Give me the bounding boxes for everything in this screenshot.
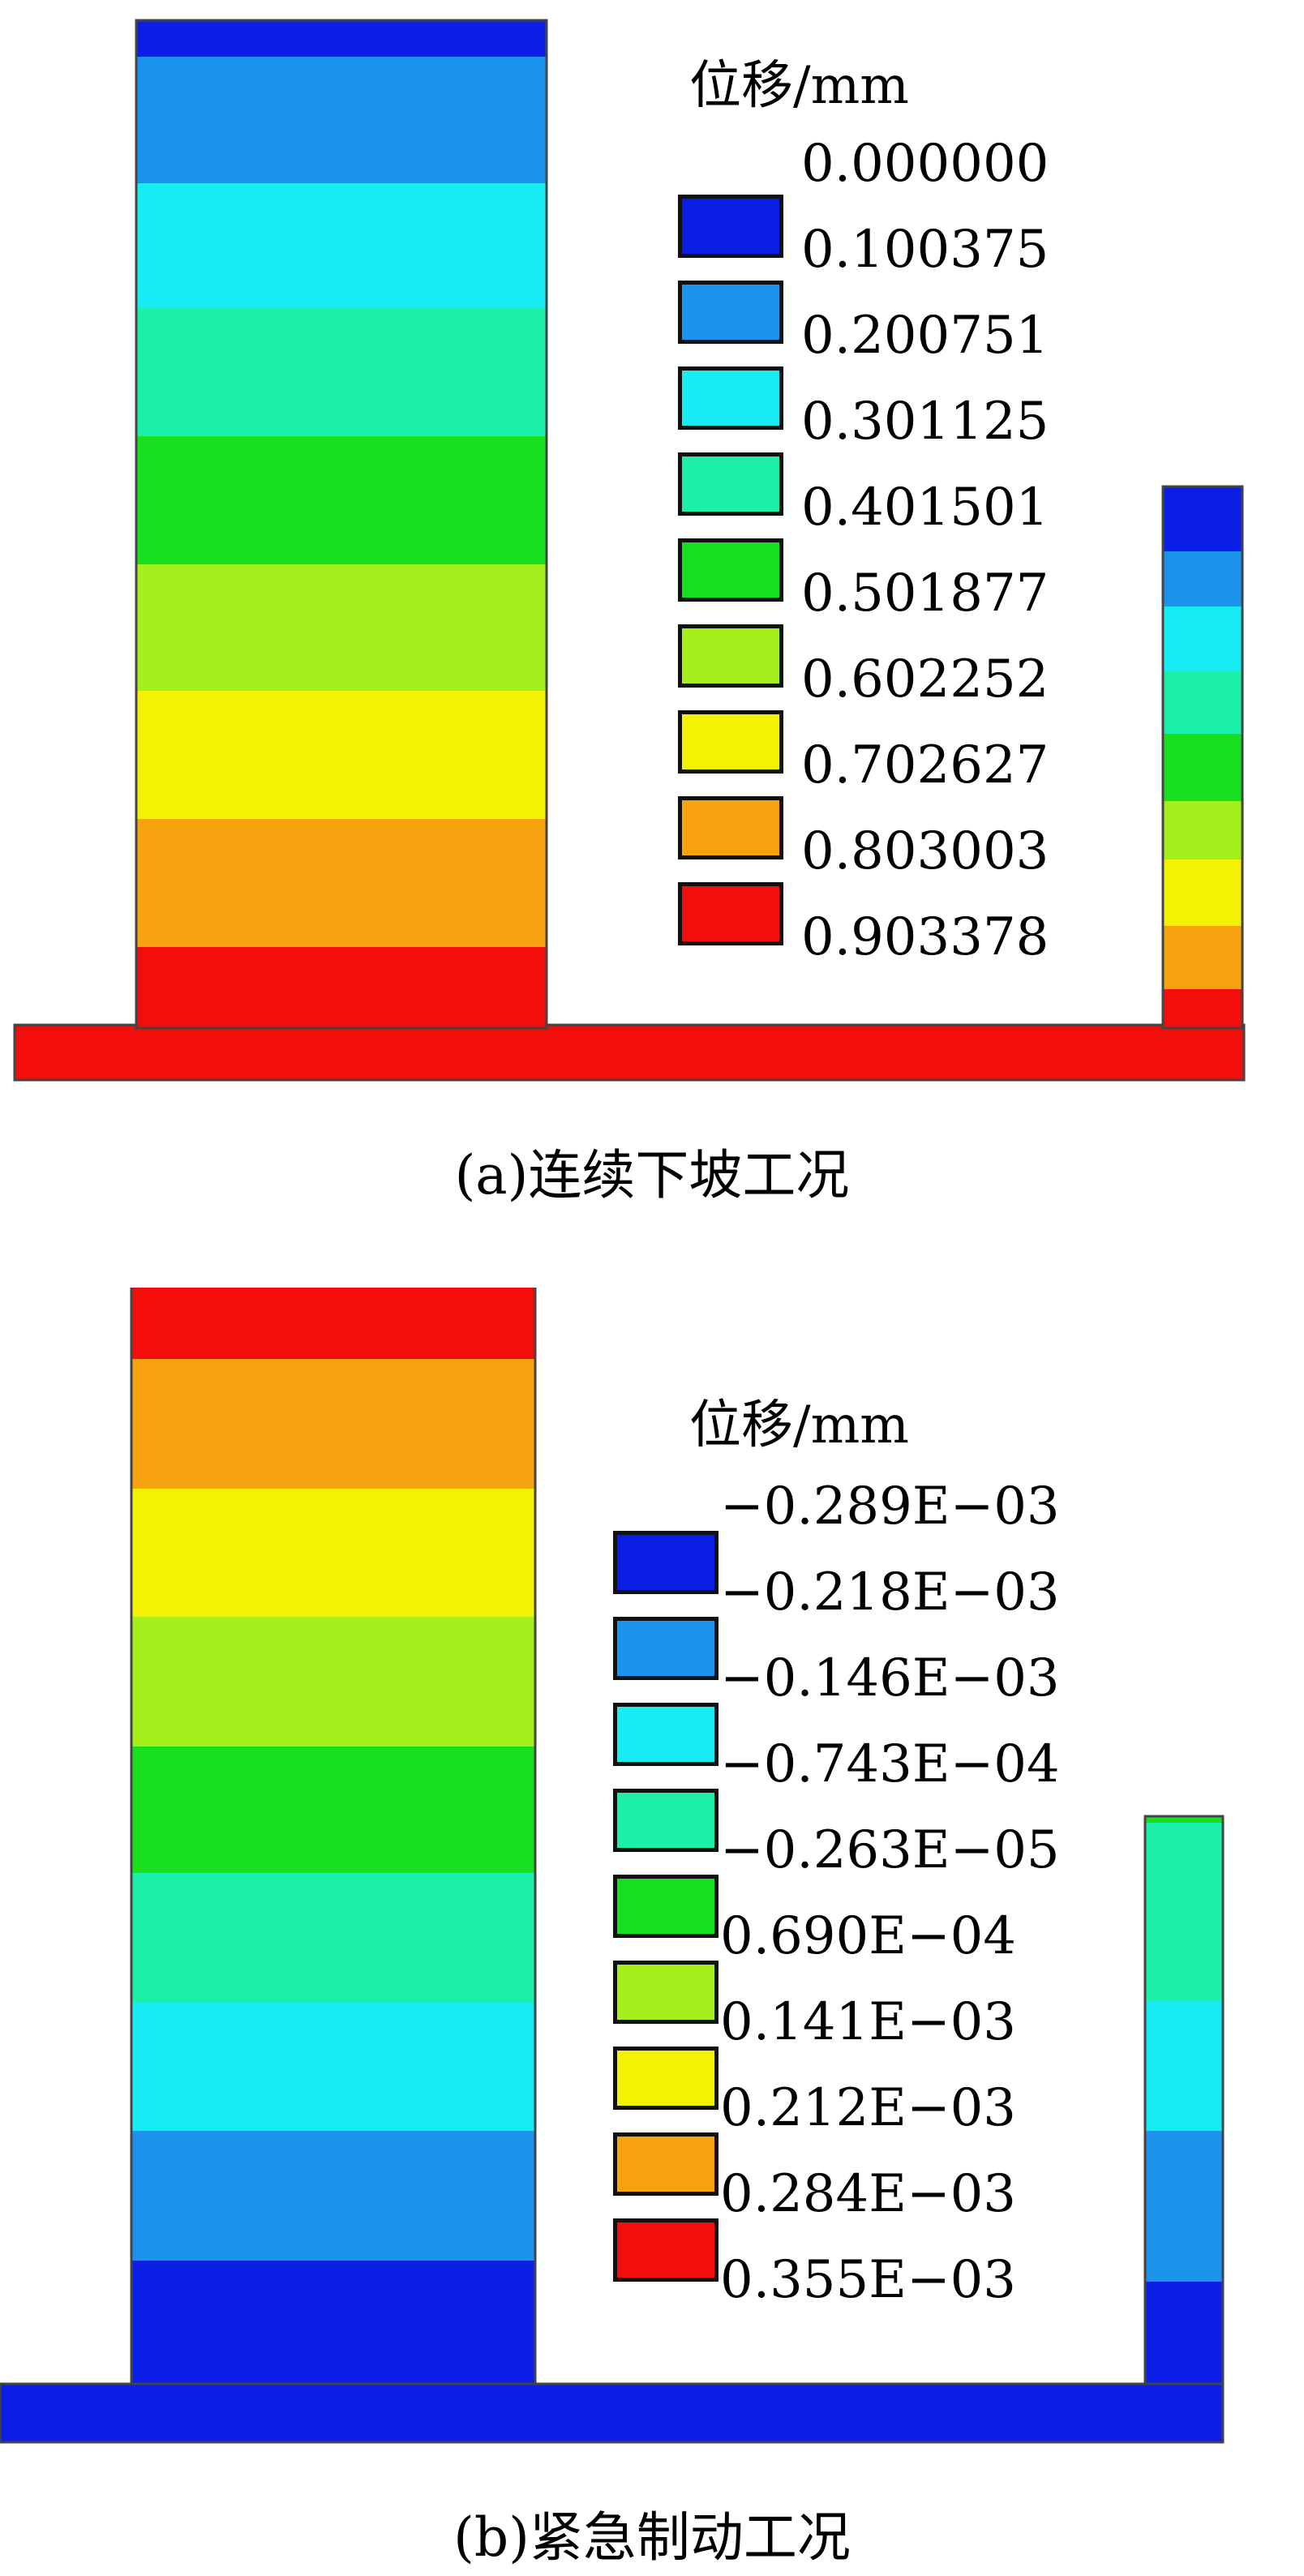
tall-block-a-band-8 (136, 819, 547, 947)
tall-block-b-band-7 (131, 2003, 535, 2131)
small-column-a-band-2 (1163, 551, 1242, 606)
small-column-a-band-5 (1163, 734, 1242, 801)
caption-a: (a)连续下坡工况 (454, 1144, 850, 1207)
legend-swatch (678, 195, 783, 258)
legend-title-a: 位移/mm (689, 44, 909, 118)
legend-value: 0.284E−03 (720, 2164, 1016, 2224)
small-column-outline-b (1143, 1815, 1225, 2385)
contour-plot-b (0, 1288, 1225, 2444)
legend-value: 0.301125 (801, 392, 1049, 452)
base-plate-a (15, 1025, 1244, 1080)
legend-value: −0.218E−03 (720, 1562, 1060, 1622)
small-column-a-band-4 (1163, 671, 1242, 734)
small-column-b-band-5 (1145, 2282, 1223, 2384)
legend-value: 0.200751 (801, 306, 1049, 366)
tall-block-b-band-9 (131, 2261, 535, 2384)
legend-swatch (678, 281, 783, 344)
tall-block-b-band-4 (131, 1617, 535, 1747)
legend-title-label-b: 位移 (689, 1395, 793, 1455)
legend-swatch (613, 1961, 718, 2024)
legend-value: 0.000000 (801, 134, 1049, 194)
tall-block-a-band-3 (136, 183, 547, 308)
legend-value: −0.146E−03 (720, 1648, 1060, 1708)
tall-block-a-band-6 (136, 564, 547, 691)
base-plate-outline-a (13, 1023, 1246, 1082)
tall-block-b-band-1 (131, 1288, 535, 1359)
legend-title-b: 位移/mm (689, 1383, 909, 1458)
tall-block-a-band-7 (136, 691, 547, 819)
legend-swatch (613, 2132, 718, 2196)
panel-b: 位移/mm −0.289E−03 −0.218E−03 −0.146E−03 −0.7… (0, 1288, 1304, 2575)
legend-value: 0.803003 (801, 821, 1049, 881)
legend-swatch (613, 2218, 718, 2282)
small-column-b-band-1 (1145, 1816, 1223, 1823)
small-column-a-band-1 (1163, 486, 1242, 551)
small-column-a-band-9 (1163, 989, 1242, 1028)
legend-value: 0.501877 (801, 564, 1049, 624)
tall-block-a-band-4 (136, 308, 547, 436)
legend-value: 0.903378 (801, 907, 1049, 967)
tall-block-b-band-8 (131, 2131, 535, 2261)
tall-block-a-band-1 (136, 20, 547, 57)
legend-value: 0.690E−04 (720, 1906, 1016, 1966)
legend-swatch (678, 452, 783, 516)
small-column-a-band-8 (1163, 926, 1242, 989)
legend-swatch (613, 1617, 718, 1680)
small-column-outline-a (1161, 485, 1244, 1030)
small-column-a-band-6 (1163, 801, 1242, 859)
legend-unit-a: /mm (793, 56, 909, 116)
tall-block-b-band-6 (131, 1873, 535, 2003)
legend-swatch (613, 1531, 718, 1594)
caption-b: (b)紧急制动工况 (453, 2506, 851, 2569)
legend-swatch (678, 710, 783, 774)
legend-swatch (678, 538, 783, 602)
legend-swatch (678, 366, 783, 430)
legend-swatch (678, 624, 783, 688)
legend-swatch (613, 1789, 718, 1852)
tall-block-outline-b (130, 1288, 537, 2385)
legend-swatch (678, 882, 783, 945)
contour-plot-a (13, 19, 1246, 1082)
tall-block-b-band-2 (131, 1359, 535, 1489)
small-column-a-band-3 (1163, 606, 1242, 671)
legend-swatch (613, 1875, 718, 1938)
small-column-b-band-4 (1145, 2131, 1223, 2282)
legend-unit-b: /mm (793, 1395, 909, 1455)
small-column-b-band-3 (1145, 2001, 1223, 2131)
panel-a: 位移/mm 0.000000 0.100375 0.200751 0.301125 0.… (13, 19, 1246, 1207)
legend-value: 0.212E−03 (720, 2078, 1016, 2138)
legend-value: 0.702627 (801, 735, 1049, 795)
legend-value: −0.743E−04 (720, 1734, 1060, 1794)
base-plate-outline-b (0, 2382, 1225, 2444)
small-column-b-band-2 (1145, 1823, 1223, 2001)
legend-swatch (678, 796, 783, 859)
legend-value: 0.355E−03 (720, 2250, 1016, 2310)
legend-value: −0.263E−05 (720, 1820, 1060, 1880)
legend-value: −0.289E−03 (720, 1477, 1060, 1537)
tall-block-a-band-5 (136, 436, 547, 564)
tall-block-b-band-5 (131, 1747, 535, 1873)
legend-value: 0.100375 (801, 220, 1049, 280)
tall-block-a-band-9 (136, 947, 547, 1028)
base-plate-b (0, 2384, 1223, 2442)
legend-value: 0.141E−03 (720, 1992, 1016, 2052)
tall-block-b-band-3 (131, 1489, 535, 1617)
legend-swatch (613, 2047, 718, 2110)
legend-title-label-a: 位移 (689, 56, 793, 116)
legend-swatch (613, 1703, 718, 1766)
tall-block-a-band-2 (136, 57, 547, 183)
small-column-a-band-7 (1163, 859, 1242, 926)
legend-value: 0.401501 (801, 478, 1049, 538)
tall-block-outline-a (135, 19, 548, 1030)
legend-value: 0.602252 (801, 649, 1049, 709)
